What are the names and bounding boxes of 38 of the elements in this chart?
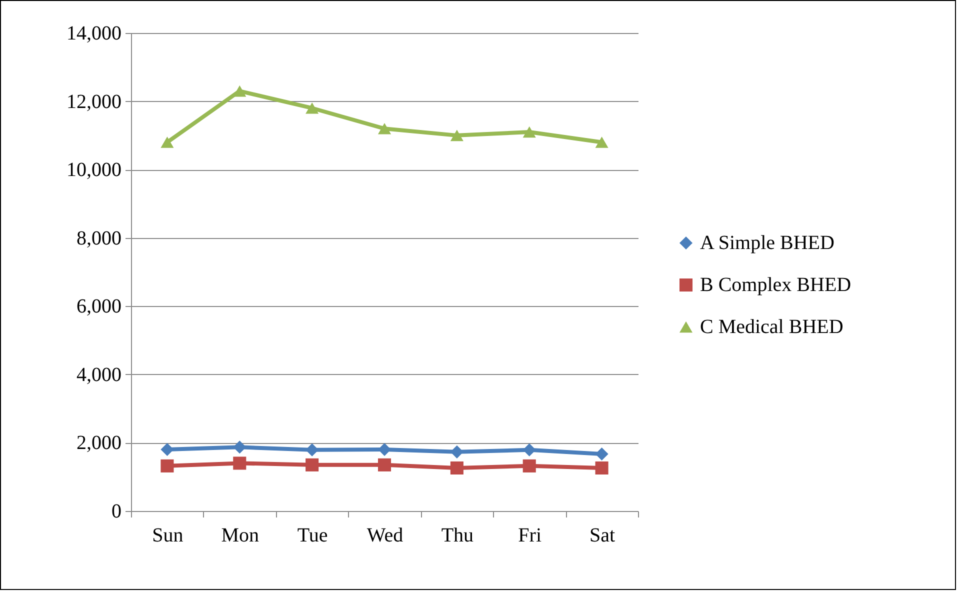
legend-label: A Simple BHED bbox=[700, 232, 834, 254]
x-tick-label: Wed bbox=[366, 524, 404, 546]
point bbox=[160, 443, 174, 456]
y-tick-label: 14,000 bbox=[66, 22, 122, 44]
y-tick-label: 0 bbox=[112, 500, 122, 522]
y-tick-label: 8,000 bbox=[76, 227, 122, 250]
point bbox=[522, 459, 536, 472]
x-tick-label: Tue bbox=[297, 524, 328, 546]
y-tick-label: 2,000 bbox=[76, 432, 122, 454]
x-tick-label: Sun bbox=[152, 524, 184, 546]
x-tick-label: Thu bbox=[441, 524, 474, 546]
x-tick-label: Fri bbox=[518, 524, 542, 546]
point bbox=[378, 458, 392, 472]
legend-label: C Medical BHED bbox=[700, 316, 844, 338]
point bbox=[450, 445, 464, 458]
x-tick-label: Mon bbox=[221, 524, 260, 546]
y-tick-label: 4,000 bbox=[76, 364, 122, 386]
point bbox=[160, 459, 174, 472]
point bbox=[595, 136, 608, 148]
point bbox=[160, 136, 174, 148]
y-tick-label: 10,000 bbox=[66, 159, 122, 182]
point bbox=[306, 458, 319, 472]
point bbox=[378, 122, 392, 134]
point bbox=[450, 130, 464, 142]
point bbox=[233, 440, 246, 454]
point bbox=[522, 443, 536, 456]
point bbox=[522, 126, 536, 138]
point bbox=[233, 456, 246, 470]
point bbox=[306, 443, 319, 456]
legend-label: B Complex BHED bbox=[700, 274, 852, 296]
point bbox=[306, 102, 319, 114]
point bbox=[233, 85, 246, 97]
point bbox=[595, 461, 608, 474]
y-tick-label: 6,000 bbox=[76, 296, 122, 318]
point bbox=[450, 461, 464, 474]
y-tick-label: 12,000 bbox=[66, 90, 122, 113]
x-tick-label: Sat bbox=[590, 524, 616, 546]
point bbox=[595, 447, 608, 460]
